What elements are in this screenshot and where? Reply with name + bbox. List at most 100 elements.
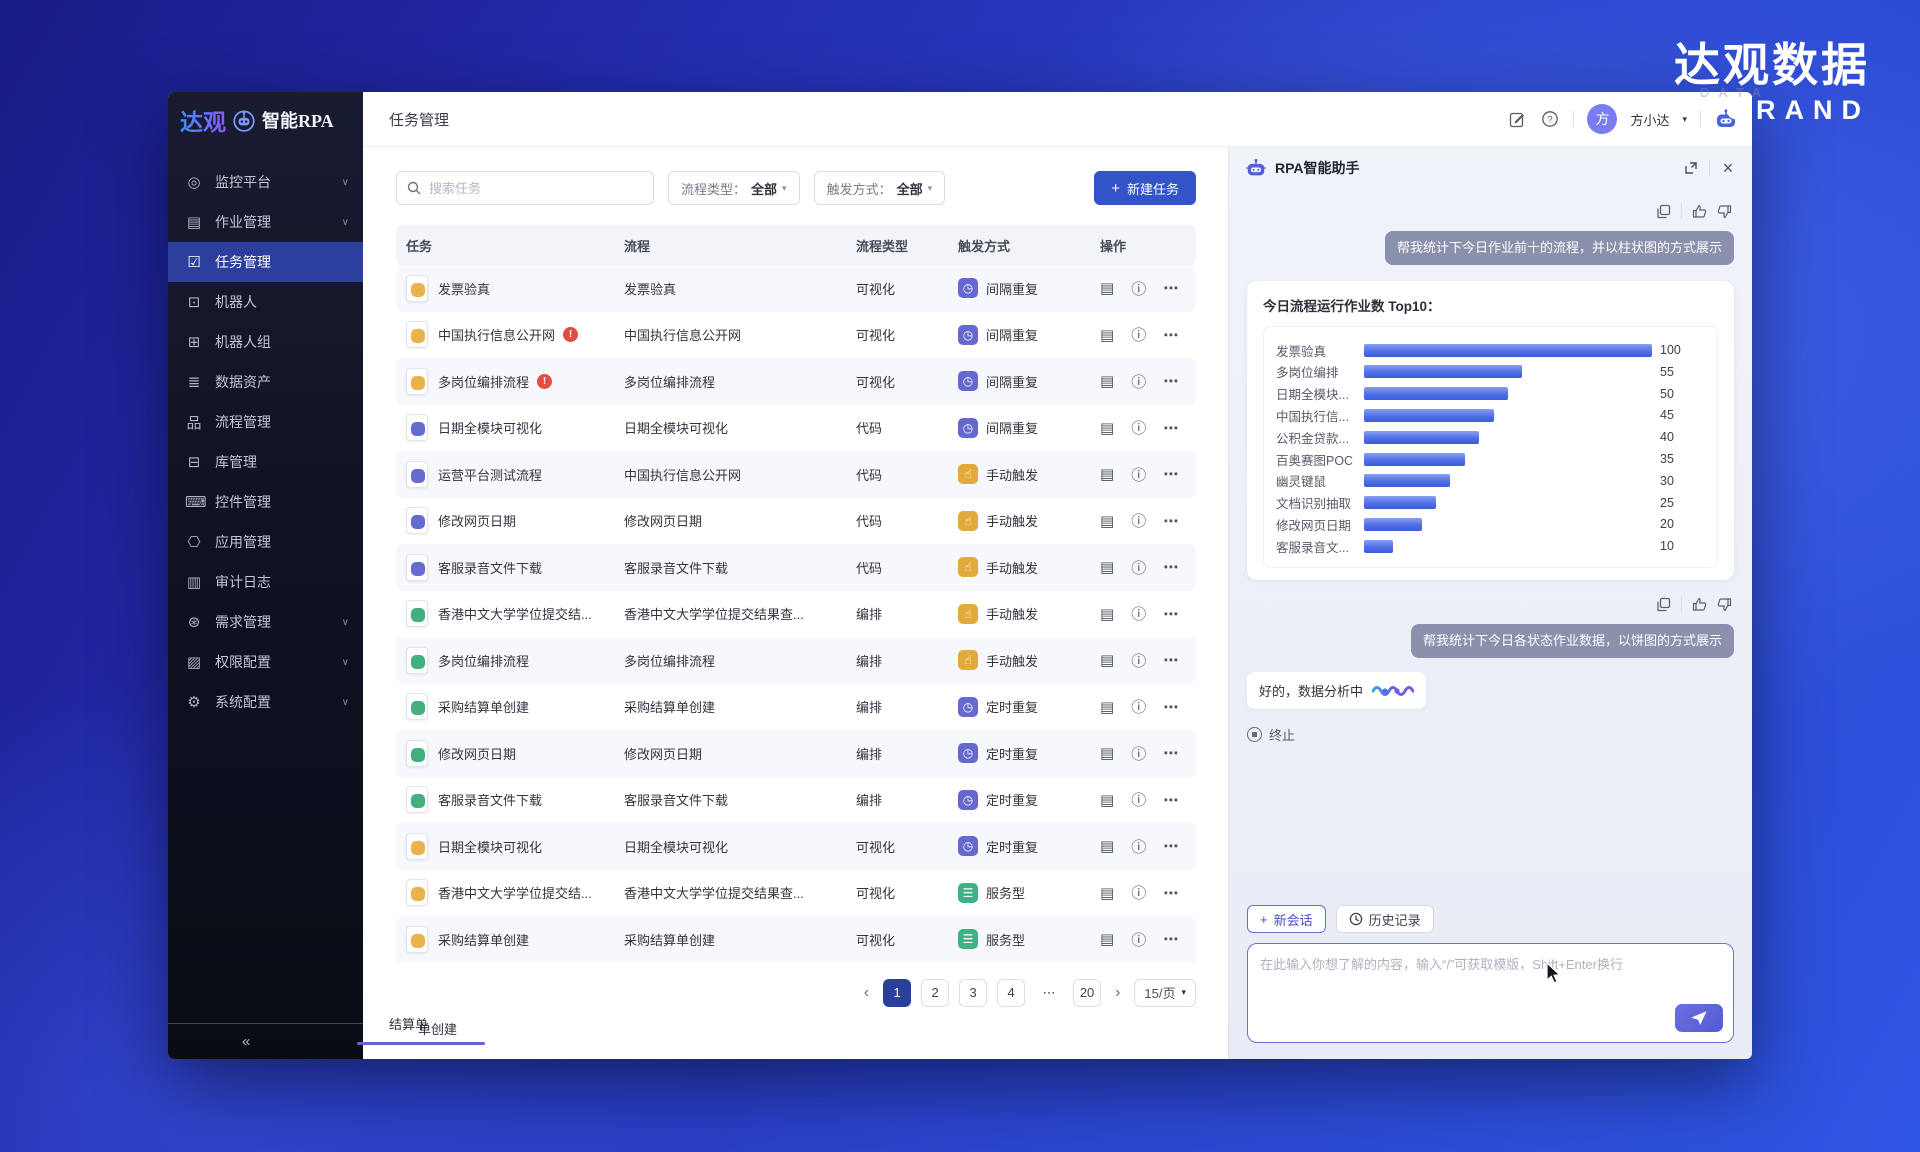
expand-icon[interactable] (1683, 160, 1699, 176)
log-document-icon[interactable]: ▤ (1100, 419, 1115, 437)
info-icon[interactable]: ⓘ (1131, 885, 1147, 903)
help-icon[interactable]: ? (1540, 109, 1560, 129)
sidebar-item[interactable]: ⌨ 控件管理 (168, 482, 363, 522)
sidebar-item[interactable]: ⚙ 系统配置 ∨ (168, 682, 363, 722)
more-actions-icon[interactable]: ⋯ (1163, 884, 1180, 902)
chat-input[interactable] (1260, 954, 1721, 1012)
process-type-filter[interactable]: 流程类型： 全部 ▾ (668, 171, 800, 205)
table-row[interactable]: 运营平台测试流程 中国执行信息公开网 代码 ☝ 手动触发 (396, 451, 1196, 498)
page-button[interactable]: ⋯ (1042, 984, 1056, 1000)
info-icon[interactable]: ⓘ (1131, 280, 1147, 298)
info-icon[interactable]: ⓘ (1131, 931, 1147, 949)
table-row[interactable]: 多岗位编排流程 多岗位编排流程 编排 ☝ 手动触发 (396, 637, 1196, 684)
info-icon[interactable]: ⓘ (1131, 420, 1147, 438)
log-document-icon[interactable]: ▤ (1100, 791, 1115, 809)
more-actions-icon[interactable]: ⋯ (1163, 280, 1180, 298)
sidebar-item[interactable]: ◎ 监控平台 ∨ (168, 162, 363, 202)
log-document-icon[interactable]: ▤ (1100, 280, 1115, 298)
user-dropdown-caret-icon[interactable]: ▾ (1682, 113, 1687, 124)
sidebar-item[interactable]: ▤ 作业管理 ∨ (168, 202, 363, 242)
info-icon[interactable]: ⓘ (1131, 792, 1147, 810)
table-row[interactable]: 修改网页日期 修改网页日期 代码 ☝ 手动触发 (396, 498, 1196, 545)
thumbs-up-icon[interactable] (1692, 597, 1707, 612)
sidebar-item[interactable]: ☑ 任务管理 (168, 242, 363, 282)
new-chat-button[interactable]: + 新会话 (1247, 905, 1326, 933)
page-button[interactable]: 1 (883, 978, 912, 1007)
note-edit-icon[interactable] (1507, 109, 1527, 129)
log-document-icon[interactable]: ▤ (1100, 698, 1115, 716)
table-row[interactable]: 客服录音文件下载 客服录音文件下载 代码 ☝ 手动触发 (396, 544, 1196, 591)
stop-generation-button[interactable]: 终止 (1247, 725, 1295, 744)
avatar[interactable]: 方 (1587, 104, 1618, 134)
table-row[interactable]: 香港中文大学学位提交结... 香港中文大学学位提交结果查... 可视化 ☰ 服务… (396, 870, 1196, 917)
sidebar-item[interactable]: ▥ 审计日志 (168, 562, 363, 602)
thumbs-down-icon[interactable] (1717, 597, 1732, 612)
more-actions-icon[interactable]: ⋯ (1163, 838, 1180, 856)
thumbs-down-icon[interactable] (1717, 204, 1732, 219)
sidebar-item[interactable]: ⊞ 机器人组 (168, 322, 363, 362)
more-actions-icon[interactable]: ⋯ (1163, 745, 1180, 763)
info-icon[interactable]: ⓘ (1131, 559, 1147, 577)
more-actions-icon[interactable]: ⋯ (1163, 373, 1180, 391)
table-row[interactable]: 采购结算单创建 采购结算单创建 可视化 ☰ 服务型 (396, 916, 1196, 963)
assistant-robot-icon[interactable] (1714, 107, 1738, 131)
log-document-icon[interactable]: ▤ (1100, 605, 1115, 623)
sidebar-item[interactable]: 品 流程管理 (168, 402, 363, 442)
prev-page-button[interactable]: ‹ (863, 983, 870, 1001)
log-document-icon[interactable]: ▤ (1100, 326, 1115, 344)
next-page-button[interactable]: › (1115, 983, 1121, 1001)
close-icon[interactable]: × (1722, 157, 1734, 178)
page-button[interactable]: 4 (997, 978, 1026, 1007)
more-actions-icon[interactable]: ⋯ (1163, 559, 1180, 577)
more-actions-icon[interactable]: ⋯ (1163, 652, 1180, 670)
page-size-select[interactable]: 15/页 ▾ (1134, 978, 1196, 1007)
table-row[interactable]: 日期全模块可视化 日期全模块可视化 代码 ◷ 间隔重复 (396, 405, 1196, 452)
table-row[interactable]: 香港中文大学学位提交结... 香港中文大学学位提交结果查... 编排 ☝ 手动触… (396, 591, 1196, 638)
sidebar-collapse-button[interactable]: « (242, 1033, 251, 1050)
sidebar-item[interactable]: ▨ 权限配置 ∨ (168, 642, 363, 682)
more-actions-icon[interactable]: ⋯ (1163, 791, 1180, 809)
log-document-icon[interactable]: ▤ (1100, 512, 1115, 530)
table-row[interactable]: 多岗位编排流程 ! 多岗位编排流程 可视化 ◷ 间隔重复 (396, 358, 1196, 405)
more-actions-icon[interactable]: ⋯ (1163, 419, 1180, 437)
sidebar-item[interactable]: ⊡ 机器人 (168, 282, 363, 322)
info-icon[interactable]: ⓘ (1131, 745, 1147, 763)
info-icon[interactable]: ⓘ (1131, 699, 1147, 717)
thumbs-up-icon[interactable] (1692, 204, 1707, 219)
search-input[interactable] (429, 180, 643, 196)
log-document-icon[interactable]: ▤ (1100, 884, 1115, 902)
sidebar-item[interactable]: ⎔ 应用管理 (168, 522, 363, 562)
send-button[interactable] (1675, 1004, 1723, 1032)
info-icon[interactable]: ⓘ (1131, 327, 1147, 345)
table-row[interactable]: 发票验真 发票验真 可视化 ◷ 间隔重复 (396, 265, 1196, 312)
info-icon[interactable]: ⓘ (1131, 838, 1147, 856)
copy-icon[interactable] (1656, 597, 1671, 612)
more-actions-icon[interactable]: ⋯ (1163, 512, 1180, 530)
sidebar-item[interactable]: ⊟ 库管理 (168, 442, 363, 482)
sidebar-item[interactable]: ⊛ 需求管理 ∨ (168, 602, 363, 642)
more-actions-icon[interactable]: ⋯ (1163, 931, 1180, 949)
user-name[interactable]: 方小达 (1630, 112, 1670, 128)
trigger-type-filter[interactable]: 触发方式： 全部 ▾ (813, 171, 946, 205)
sidebar-item[interactable]: ≣ 数据资产 (168, 362, 363, 402)
info-icon[interactable]: ⓘ (1131, 466, 1147, 484)
more-actions-icon[interactable]: ⋯ (1163, 605, 1180, 623)
table-row[interactable]: 中国执行信息公开网 ! 中国执行信息公开网 可视化 ◷ 间隔重复 (396, 312, 1196, 359)
table-row[interactable]: 客服录音文件下载 客服录音文件下载 编排 ◷ 定时重复 (396, 777, 1196, 824)
log-document-icon[interactable]: ▤ (1100, 838, 1115, 856)
log-document-icon[interactable]: ▤ (1100, 466, 1115, 484)
info-icon[interactable]: ⓘ (1131, 513, 1147, 531)
info-icon[interactable]: ⓘ (1131, 652, 1147, 670)
table-row[interactable]: 采购结算单创建 采购结算单创建 编排 ◷ 定时重复 (396, 684, 1196, 731)
copy-icon[interactable] (1656, 204, 1671, 219)
log-document-icon[interactable]: ▤ (1100, 931, 1115, 949)
log-document-icon[interactable]: ▤ (1100, 745, 1115, 763)
history-button[interactable]: 历史记录 (1335, 905, 1434, 933)
table-row[interactable]: 日期全模块可视化 日期全模块可视化 可视化 ◷ 定时重复 (396, 823, 1196, 870)
new-task-button[interactable]: + 新建任务 (1094, 171, 1196, 205)
info-icon[interactable]: ⓘ (1131, 373, 1147, 391)
more-actions-icon[interactable]: ⋯ (1163, 326, 1180, 344)
more-actions-icon[interactable]: ⋯ (1163, 466, 1180, 484)
page-button[interactable]: 2 (921, 978, 950, 1007)
log-document-icon[interactable]: ▤ (1100, 559, 1115, 577)
